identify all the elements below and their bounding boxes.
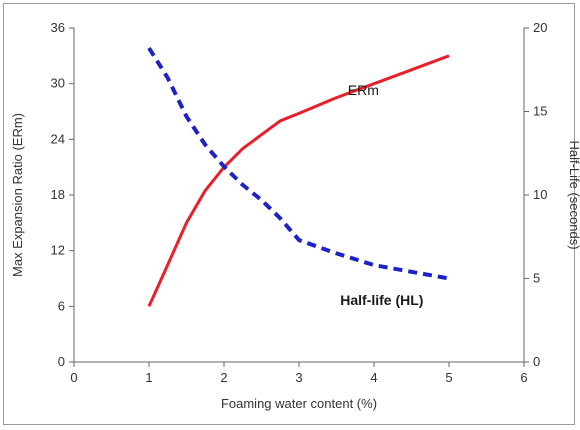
series-layer <box>147 46 450 307</box>
y-left-tick-label: 12 <box>51 243 65 258</box>
y-left-tick-label: 30 <box>51 76 65 91</box>
y-right-tick-label: 5 <box>533 271 540 286</box>
y-right-tick-label: 0 <box>533 354 540 369</box>
x-tick-label: 1 <box>145 370 152 385</box>
erm-series-line <box>147 54 450 307</box>
y-right-tick-label: 15 <box>533 104 547 119</box>
y-left-tick-label: 6 <box>58 298 65 313</box>
y-left-tick-label: 24 <box>51 131 65 146</box>
x-tick-label: 3 <box>295 370 302 385</box>
half-life-series-line <box>147 46 450 281</box>
x-tick-label: 6 <box>520 370 527 385</box>
y-right-axis-label: Half-Life (seconds) <box>567 140 580 249</box>
chart-frame <box>3 3 575 425</box>
y-left-tick-label: 36 <box>51 20 65 35</box>
y-left-tick-label: 0 <box>58 354 65 369</box>
y-left-axis-label: Max Expansion Ratio (ERm) <box>10 113 25 277</box>
y-right-tick-label: 10 <box>533 187 547 202</box>
y-left-tick-label: 18 <box>51 187 65 202</box>
x-tick-label: 0 <box>70 370 77 385</box>
x-axis-label: Foaming water content (%) <box>221 396 377 411</box>
y-right-tick-label: 20 <box>533 20 547 35</box>
half-life-series-label: Half-life (HL) <box>340 292 423 308</box>
x-tick-label: 4 <box>370 370 377 385</box>
erm-series-label: ERm <box>348 82 379 98</box>
x-tick-label: 5 <box>445 370 452 385</box>
x-tick-label: 2 <box>220 370 227 385</box>
plot-area <box>73 28 525 363</box>
